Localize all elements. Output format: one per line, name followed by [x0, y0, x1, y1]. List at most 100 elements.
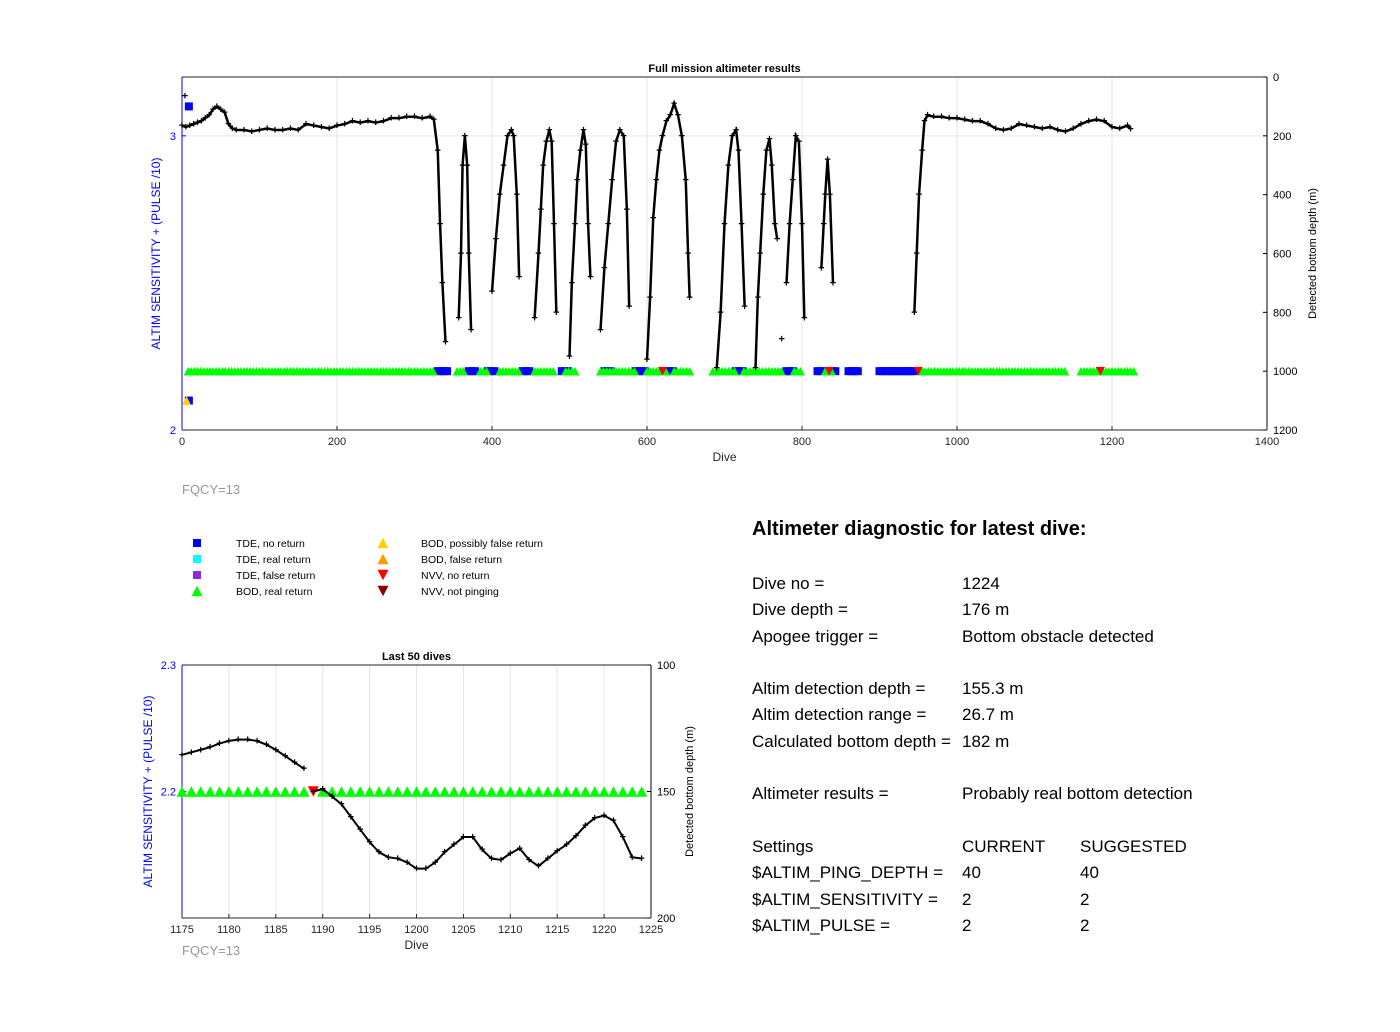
depth-line [599, 127, 631, 331]
depth-point: + [202, 113, 208, 125]
depth-point: + [282, 751, 288, 763]
depth-point: + [605, 219, 611, 231]
depth-point: + [531, 313, 537, 325]
chart-title: Last 50 dives [382, 651, 451, 663]
depth-point: + [493, 233, 499, 245]
depth-point: + [783, 277, 789, 289]
y-left-tick-label: 3 [170, 131, 176, 143]
depth-line [645, 99, 691, 360]
bod-real-return-marker [317, 786, 329, 797]
depth-point: + [1055, 124, 1061, 136]
bod-real-return-marker [204, 786, 216, 797]
depth-point: + [218, 104, 224, 116]
depth-point: + [216, 738, 222, 750]
diag-value: 182 m [962, 731, 1010, 751]
bod-real-return-marker [579, 786, 591, 797]
depth-point: + [822, 189, 828, 201]
x-tick-label: 1195 [358, 924, 382, 936]
depth-point: + [760, 189, 766, 201]
legend-label: TDE, no return [236, 538, 305, 550]
depth-point: + [526, 854, 532, 866]
bod-real-return-marker [232, 786, 244, 797]
depth-point: + [334, 120, 340, 132]
x-tick-label: 1175 [170, 924, 194, 936]
y-right-axis-label: Detected bottom depth (m) [1307, 188, 1319, 319]
full-mission-chart: 0 200 400 600 800 1000 1200 1400230200400600800… [149, 63, 1319, 497]
depth-point: + [1086, 116, 1092, 128]
legend-marker [191, 585, 203, 597]
depth-line [490, 127, 521, 292]
bod-real-return-marker [548, 366, 558, 376]
depth-line [785, 131, 806, 319]
depth-point: + [574, 174, 580, 186]
y-right-tick-label: 100 [657, 660, 675, 672]
diag-key: Dive no = [752, 574, 825, 593]
nvv-no-return-marker [658, 366, 667, 376]
depth-point: + [931, 111, 937, 123]
depth-point: + [508, 124, 514, 136]
depth-point: + [566, 351, 572, 363]
depth-point: + [686, 292, 692, 304]
diag-row-results: Altimeter results = Probably real bottom … [752, 781, 1372, 807]
depth-point: + [911, 307, 917, 319]
depth-point: + [772, 219, 778, 231]
depth-point: + [779, 333, 785, 345]
bod-real-return-marker [439, 786, 451, 797]
bod-real-return-marker [486, 786, 498, 797]
depth-point: + [650, 213, 656, 225]
depth-point: + [620, 832, 626, 844]
x-axis-label: Dive [404, 938, 428, 952]
depth-point: + [551, 219, 557, 231]
bod-real-return-marker [354, 786, 366, 797]
footnote-fqcy: FQCY=13 [182, 943, 240, 958]
bod-real-return-marker [542, 786, 554, 797]
nvv-no-return-marker [824, 366, 834, 376]
depth-point: + [357, 824, 363, 836]
diag-row-dive-no: Dive no = 1224 [752, 571, 1372, 597]
depth-point: + [263, 739, 269, 751]
depth-point: + [1000, 124, 1006, 136]
depth-point: + [733, 124, 739, 136]
depth-point: + [214, 101, 220, 113]
y-right-tick-label: 1200 [1273, 425, 1297, 437]
depth-point: + [609, 174, 615, 186]
depth-point: + [617, 124, 623, 136]
bod-real-return-marker [251, 786, 263, 797]
setting-current: 40 [962, 863, 981, 883]
bod-real-return-marker [420, 786, 432, 797]
depth-line [715, 126, 746, 369]
depth-point: + [741, 301, 747, 313]
depth-point: + [685, 248, 691, 260]
depth-point: + [365, 116, 371, 128]
depth-point: + [675, 110, 681, 122]
legend-marker [193, 555, 201, 563]
depth-point: + [329, 791, 335, 803]
depth-point: + [796, 136, 802, 148]
x-tick-label: 1205 [451, 924, 475, 936]
bod-real-return-marker [513, 366, 523, 376]
bod-real-return-marker [458, 366, 468, 376]
depth-point: + [535, 248, 541, 260]
setting-suggested: 40 [1080, 863, 1099, 883]
setting-key: $ALTIM_PULSE = [752, 915, 891, 935]
depth-point: + [462, 130, 468, 142]
diag-key: Altim detection depth = [752, 679, 926, 699]
depth-point: + [244, 734, 250, 746]
bod-real-return-marker [195, 786, 207, 797]
legend-marker [377, 585, 389, 597]
depth-point: + [272, 124, 278, 136]
depth-point: + [789, 174, 795, 186]
bod-real-return-marker [482, 366, 492, 376]
depth-point: + [569, 277, 575, 289]
depth-point: + [1008, 123, 1014, 135]
depth-point: + [801, 313, 807, 325]
depth-point: + [514, 189, 520, 201]
depth-point: + [460, 832, 466, 844]
depth-point: + [348, 811, 354, 823]
depth-point: + [738, 219, 744, 231]
depth-point: + [182, 91, 188, 103]
depth-point: + [543, 136, 549, 148]
bod-real-return-marker [428, 366, 438, 376]
legend-label: TDE, false return [236, 570, 316, 582]
y-right-tick-label: 400 [1273, 190, 1291, 202]
